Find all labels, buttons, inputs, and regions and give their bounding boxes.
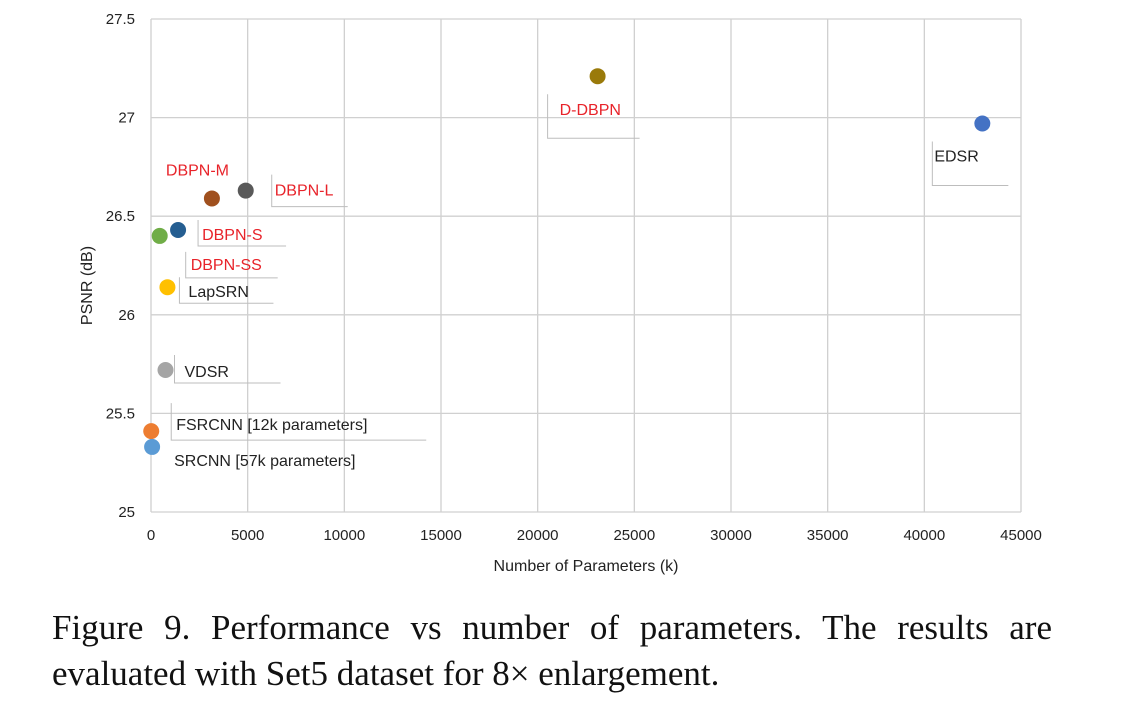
x-tick-label: 40000 [903, 527, 945, 544]
grid-lines [150, 18, 1022, 513]
point-label: DBPN-SS [191, 257, 262, 274]
data-point [151, 227, 168, 244]
x-tick-label: 15000 [420, 527, 462, 544]
point-label: EDSR [934, 149, 978, 166]
data-point [157, 362, 174, 379]
point-label: VDSR [185, 364, 229, 381]
point-label: DBPN-M [166, 162, 229, 179]
x-axis-ticks: 0 5000 10000 15000 20000 25000 30000 35000 40000… [147, 527, 1042, 544]
y-tick-label: 27.5 [106, 11, 135, 28]
y-tick-label: 26.5 [106, 208, 135, 225]
y-axis-title: PSNR (dB) [79, 246, 96, 325]
label-frame [931, 141, 1009, 187]
data-point [237, 182, 254, 199]
point-label: DBPN-L [275, 183, 334, 200]
label-leader-lines [170, 94, 1009, 441]
point-labels: D-DBPN EDSR DBPN-M DBPN-L DBPN-S DBPN-SS LapSR… [166, 102, 979, 470]
point-label: DBPN-S [202, 227, 262, 244]
x-tick-label: 30000 [710, 527, 752, 544]
label-frame [185, 251, 278, 279]
label-frame [271, 174, 348, 208]
y-axis-ticks: 25 25.5 26 26.5 27 27.5 [106, 11, 135, 521]
x-tick-label: 45000 [1000, 527, 1042, 544]
x-tick-label: 10000 [323, 527, 365, 544]
data-points [143, 68, 991, 455]
x-tick-label: 35000 [807, 527, 849, 544]
data-point [143, 423, 160, 440]
point-label: FSRCNN [12k parameters] [176, 417, 367, 434]
figure-caption: Figure 9. Performance vs number of param… [52, 608, 1052, 693]
point-label: LapSRN [188, 284, 248, 301]
label-frame [170, 403, 427, 441]
label-frame [178, 277, 274, 304]
data-point [589, 68, 606, 85]
data-point [170, 222, 187, 239]
y-tick-label: 25.5 [106, 405, 135, 422]
y-tick-label: 27 [118, 110, 135, 127]
label-frame [197, 220, 287, 247]
point-label: D-DBPN [560, 102, 621, 119]
x-tick-label: 5000 [231, 527, 264, 544]
x-tick-label: 25000 [613, 527, 655, 544]
data-point [159, 279, 176, 296]
label-frame [174, 355, 281, 384]
y-tick-label: 26 [118, 307, 135, 324]
data-point [203, 190, 220, 207]
x-tick-label: 0 [147, 527, 155, 544]
point-label: SRCNN [57k parameters] [174, 453, 355, 470]
data-point [974, 115, 991, 132]
label-frame [547, 94, 640, 139]
data-point [144, 438, 161, 455]
x-axis-title: Number of Parameters (k) [494, 558, 679, 575]
x-tick-label: 20000 [517, 527, 559, 544]
scatter-chart: 25 25.5 26 26.5 27 27.5 0 5000 10000 15000 20000 2… [79, 11, 1042, 575]
y-tick-label: 25 [118, 504, 135, 521]
